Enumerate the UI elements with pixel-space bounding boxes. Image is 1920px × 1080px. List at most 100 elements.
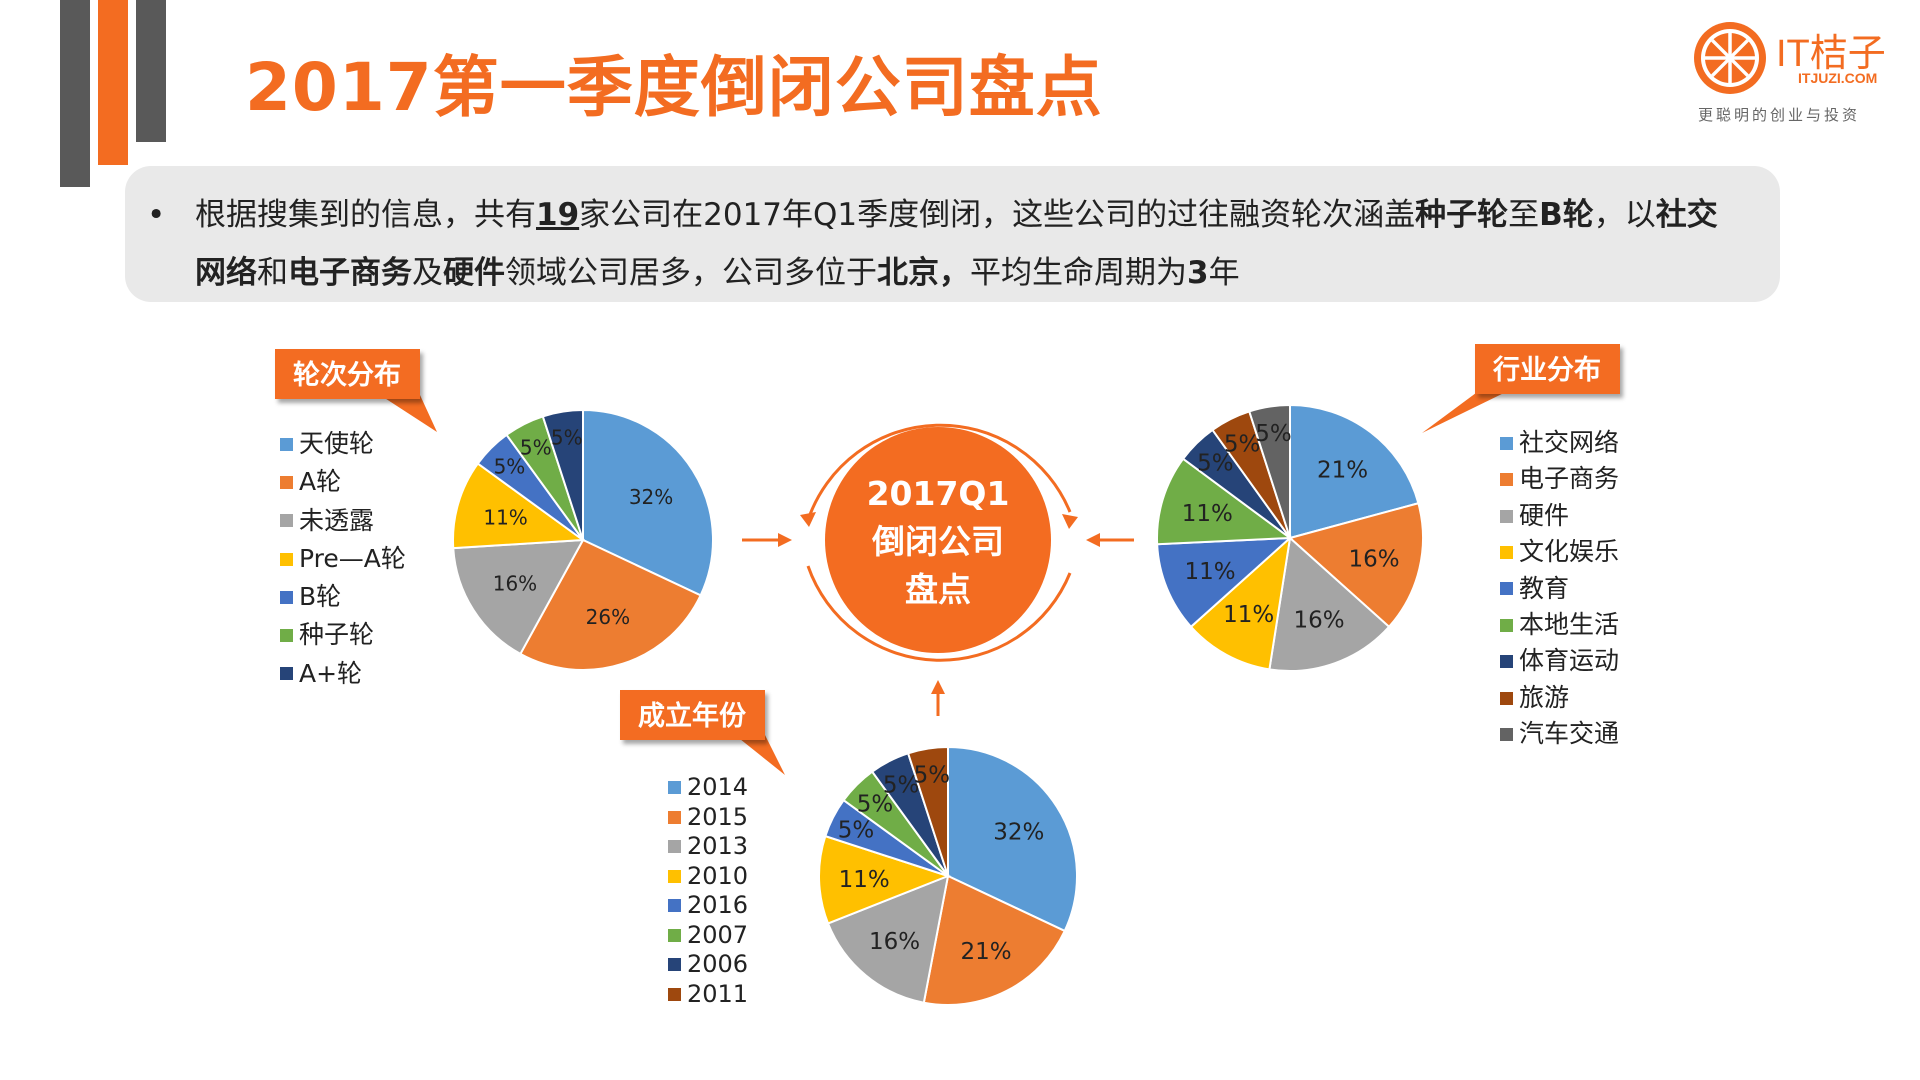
industry-data-label: 5% xyxy=(1224,431,1261,457)
orange-slice-icon xyxy=(1694,22,1766,94)
industry-data-label: 21% xyxy=(1317,458,1368,484)
legend-label: 文化娱乐 xyxy=(1519,537,1620,567)
year-slice xyxy=(818,834,951,925)
arrow-from-right xyxy=(1086,533,1134,547)
rounds-data-label: 32% xyxy=(629,485,673,509)
hub-ring-bottom xyxy=(806,565,1072,662)
legend-swatch xyxy=(668,928,681,942)
rounds-slice xyxy=(452,462,586,550)
legend-item: 天使轮 xyxy=(280,425,406,463)
rounds-slice xyxy=(582,408,714,597)
legend-swatch xyxy=(1500,473,1513,487)
rounds-data-label: 5% xyxy=(520,436,552,460)
legend-label: 2016 xyxy=(687,891,749,919)
bullet: • xyxy=(147,197,166,233)
decor-bar-dark-right xyxy=(136,0,166,142)
legend-label: 2011 xyxy=(687,979,749,1008)
legend-item: B轮 xyxy=(280,578,406,616)
legend-swatch xyxy=(280,475,293,489)
hub-line2: 倒闭公司 xyxy=(871,522,1004,561)
year-data-label: 5% xyxy=(883,772,920,798)
industry-slice xyxy=(1156,536,1293,629)
year-data-label: 16% xyxy=(869,929,920,955)
legend-item: 2015 xyxy=(668,803,748,833)
rounds-data-label: 26% xyxy=(586,605,630,629)
arrow-from-bottom xyxy=(931,680,945,716)
hub-ring-top xyxy=(806,423,1072,521)
legend-swatch xyxy=(280,667,293,681)
year-slice xyxy=(947,745,1078,933)
legend-swatch xyxy=(280,590,293,604)
rounds-data-label: 11% xyxy=(483,506,527,530)
legend-item: 社交网络 xyxy=(1500,425,1619,461)
legend-swatch xyxy=(1500,618,1513,632)
summary-text: 根据搜集到的信息，共有19家公司在2017年Q1季度倒闭，这些公司的过往融资轮次… xyxy=(195,197,1718,291)
legend-swatch xyxy=(280,437,293,451)
year-data-label: 5% xyxy=(838,817,875,843)
legend-item: 文化娱乐 xyxy=(1500,534,1619,570)
legend-swatch xyxy=(668,781,681,795)
pie-rounds: 32%26%16%11%5%5% 5% xyxy=(452,408,714,671)
legend-item: 未透露 xyxy=(280,502,406,540)
legend-label: A+轮 xyxy=(299,658,363,688)
industry-data-label: 11% xyxy=(1184,559,1235,585)
legend-item: 2007 xyxy=(668,921,748,951)
callout-year: 成立年份 xyxy=(620,690,785,775)
industry-slice xyxy=(1189,535,1292,671)
logo-domain: ITJUZI.COM xyxy=(1798,70,1878,86)
legend-label: 种子轮 xyxy=(299,620,375,650)
legend-label: 本地生活 xyxy=(1519,610,1620,640)
legend-label: 2006 xyxy=(687,950,749,978)
legend-label: 硬件 xyxy=(1519,500,1570,530)
callout-industry: 行业分布 xyxy=(1422,344,1620,433)
legend-swatch xyxy=(1500,436,1513,450)
arrow-from-left xyxy=(742,533,792,547)
callout-industry-label: 行业分布 xyxy=(1492,354,1601,386)
year-data-label: 21% xyxy=(961,939,1012,965)
industry-data-label: 16% xyxy=(1293,608,1344,634)
pie-year: 32%21%16%11%5%5%5%5% xyxy=(818,745,1078,1006)
legend-item: 体育运动 xyxy=(1500,643,1619,679)
industry-slice xyxy=(1289,403,1420,540)
legend-item: 2011 xyxy=(668,980,748,1010)
industry-data-label: 16% xyxy=(1349,546,1400,572)
legend-swatch xyxy=(1500,582,1513,596)
page-title: 2017第一季度倒闭公司盘点 xyxy=(245,49,1103,126)
legend-swatch xyxy=(1500,655,1513,669)
legend-swatch xyxy=(668,840,681,854)
decor-bar-dark-left xyxy=(60,0,90,187)
rounds-data-label: 5% xyxy=(551,425,583,449)
logo-name: IT桔子 xyxy=(1776,33,1886,75)
legend-item: 教育 xyxy=(1500,571,1619,607)
year-data-label: 11% xyxy=(839,867,890,893)
hub-line3: 盘点 xyxy=(905,570,971,609)
legend-label: Pre—A轮 xyxy=(299,543,406,573)
legend-label: 汽车交通 xyxy=(1519,719,1620,749)
year-data-label: 32% xyxy=(993,819,1044,845)
logo[interactable]: IT桔子 ITJUZI.COM 更聪明的创业与投资 xyxy=(1690,18,1900,128)
legend-item: 电子商务 xyxy=(1500,461,1619,497)
legend-item: A轮 xyxy=(280,463,406,501)
legend-label: 2013 xyxy=(687,832,749,860)
industry-data-label: 11% xyxy=(1223,602,1274,628)
legend-industry: 社交网络 电子商务 硬件文化娱乐教育 本地生活 体育运动 旅游 汽车交通 xyxy=(1500,425,1619,753)
legend-swatch xyxy=(668,958,681,972)
legend-swatch xyxy=(668,987,681,1001)
legend-label: 2014 xyxy=(687,773,749,801)
legend-swatch xyxy=(1500,691,1513,705)
year-data-label: 5% xyxy=(857,791,894,817)
legend-swatch xyxy=(668,869,681,883)
hub-line1: 2017Q1 xyxy=(867,474,1010,513)
year-slice xyxy=(826,874,950,1004)
legend-item: 硬件 xyxy=(1500,498,1619,534)
industry-data-label: 5% xyxy=(1197,450,1234,476)
legend-item: 2014 xyxy=(668,773,748,803)
logo-slogan: 更聪明的创业与投资 xyxy=(1698,106,1861,124)
legend-item: 旅游 xyxy=(1500,680,1619,716)
legend-year: 2014 2015 2013 2010 2016 2007 2006 2011 xyxy=(668,773,748,1009)
legend-label: 2010 xyxy=(687,861,749,890)
rounds-data-label: 16% xyxy=(493,571,537,595)
legend-item: 本地生活 xyxy=(1500,607,1619,643)
legend-swatch xyxy=(280,629,293,643)
